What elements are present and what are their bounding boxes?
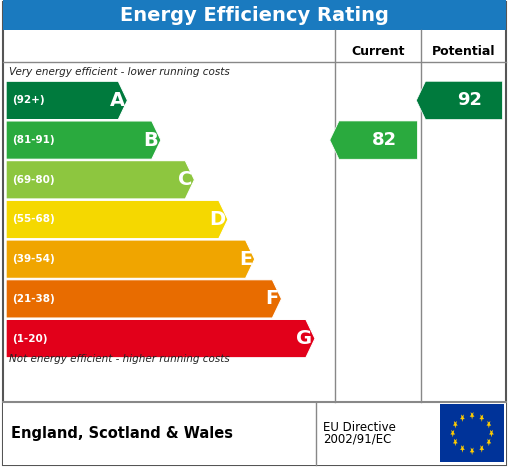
Polygon shape [479,445,484,453]
Text: B: B [144,131,158,149]
Text: (21-38): (21-38) [12,294,55,304]
Polygon shape [479,414,484,422]
Polygon shape [470,412,474,419]
Bar [3,0,506,30]
Polygon shape [453,439,458,446]
Text: (55-68): (55-68) [12,214,55,225]
Polygon shape [487,439,491,446]
Text: (81-91): (81-91) [12,135,55,145]
Text: Not energy efficient - higher running costs: Not energy efficient - higher running co… [9,354,230,364]
Bar [440,404,504,462]
Polygon shape [330,121,417,159]
Text: G: G [296,329,313,348]
Polygon shape [6,161,194,199]
Text: F: F [266,290,279,308]
Text: Potential: Potential [432,45,496,58]
Text: England, Scotland & Wales: England, Scotland & Wales [11,425,233,441]
Polygon shape [460,445,465,453]
Text: 2002/91/EC: 2002/91/EC [323,433,391,446]
Polygon shape [489,430,494,437]
Polygon shape [450,430,455,437]
Polygon shape [6,81,127,120]
Polygon shape [6,240,254,278]
Text: 92: 92 [458,92,483,109]
Text: (1-20): (1-20) [12,333,48,344]
Polygon shape [460,414,465,422]
Polygon shape [6,319,315,358]
Text: (92+): (92+) [12,95,45,106]
Polygon shape [6,200,228,239]
Polygon shape [487,421,491,429]
Polygon shape [470,447,474,455]
Text: D: D [209,210,225,229]
Text: (69-80): (69-80) [12,175,55,185]
Text: 82: 82 [372,131,397,149]
Text: Energy Efficiency Rating: Energy Efficiency Rating [120,6,389,25]
Polygon shape [6,280,281,318]
Text: EU Directive: EU Directive [323,421,396,433]
Text: E: E [239,250,252,269]
Polygon shape [453,421,458,429]
Polygon shape [6,121,161,159]
Text: C: C [178,170,192,189]
Text: (39-54): (39-54) [12,254,55,264]
Bar [3,402,506,465]
Polygon shape [416,81,502,120]
Text: Current: Current [351,45,405,58]
Text: Very energy efficient - lower running costs: Very energy efficient - lower running co… [9,67,230,77]
Text: A: A [110,91,125,110]
